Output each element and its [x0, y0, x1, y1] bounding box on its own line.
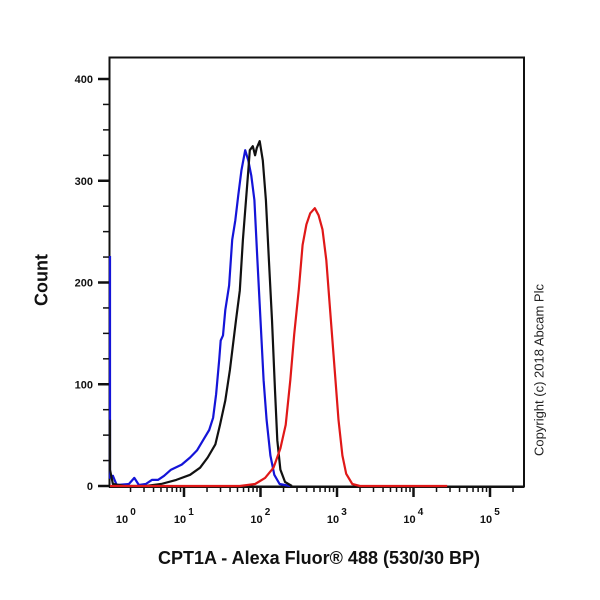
x-tick-label: 10: [480, 514, 492, 526]
plot-frame: [108, 56, 525, 488]
svg-text:2: 2: [265, 507, 271, 518]
y-axis-label-text: Count: [31, 254, 52, 306]
y-axis-label: Count: [22, 240, 62, 320]
svg-text:0: 0: [130, 507, 136, 518]
x-tick-label: 10: [327, 514, 339, 526]
x-tick-label: 10: [250, 514, 262, 526]
svg-text:4: 4: [418, 507, 424, 518]
black-histogram-line: [108, 140, 293, 488]
red-histogram-line: [110, 207, 448, 488]
x-axis-label: CPT1A - Alexa Fluor® 488 (530/30 BP): [157, 548, 481, 568]
x-tick-label: 10: [116, 514, 128, 526]
y-tick-label: 100: [75, 379, 93, 391]
histogram-series: [108, 140, 448, 488]
copyright-text: Copyright (c) 2018 Abcam Plc: [531, 284, 547, 456]
y-tick-label: 200: [75, 278, 93, 290]
y-tick-label: 0: [87, 481, 93, 493]
copyright-notice: Copyright (c) 2018 Abcam Plc: [527, 248, 551, 492]
svg-text:5: 5: [494, 507, 500, 518]
svg-text:1: 1: [188, 507, 194, 518]
y-tick-label: 400: [75, 74, 93, 86]
x-tick-label: 10: [403, 514, 415, 526]
y-axis: 0 100 200 300 400: [75, 74, 109, 493]
blue-histogram-line: [108, 149, 291, 488]
y-tick-label: 300: [75, 176, 93, 188]
svg-text:3: 3: [341, 507, 347, 518]
x-tick-label: 10: [174, 514, 186, 526]
